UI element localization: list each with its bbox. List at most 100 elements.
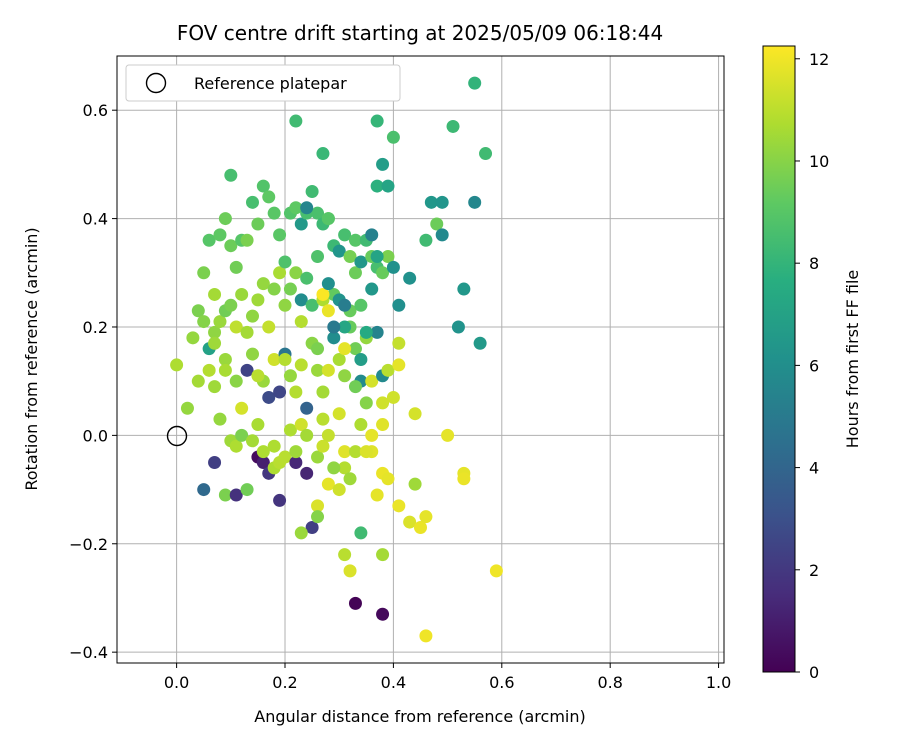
data-point (354, 298, 368, 312)
data-point (386, 260, 400, 274)
data-point (218, 353, 232, 366)
data-point (365, 428, 379, 442)
data-point (311, 363, 325, 377)
data-point (273, 385, 287, 399)
data-point (348, 380, 362, 394)
data-point (208, 325, 222, 339)
data-point (240, 483, 254, 497)
data-point (311, 206, 325, 220)
data-point (224, 239, 238, 253)
data-point (273, 266, 287, 280)
data-point (343, 472, 357, 486)
data-point (283, 282, 297, 296)
data-point (180, 401, 194, 415)
data-point (408, 477, 422, 491)
data-point (348, 266, 362, 280)
x-tick-label: 0.2 (272, 673, 297, 692)
data-point (457, 282, 471, 296)
colorbar-tick-label: 2 (809, 561, 819, 580)
data-point (376, 607, 390, 621)
x-tick-label: 1.0 (706, 673, 731, 692)
data-point (365, 374, 379, 388)
grid-lines (117, 56, 724, 663)
data-point (218, 488, 232, 502)
data-point (202, 233, 216, 247)
data-point (479, 147, 493, 161)
colorbar-tick-label: 8 (809, 254, 819, 273)
colorbar-tick-label: 6 (809, 356, 819, 375)
data-point (338, 445, 352, 459)
data-point (338, 320, 352, 334)
data-point (294, 293, 308, 307)
data-point (338, 298, 352, 312)
data-point (381, 472, 395, 486)
data-point (446, 119, 460, 133)
data-point (213, 412, 227, 426)
data-point (381, 179, 395, 193)
data-point (457, 472, 471, 486)
data-point (348, 596, 362, 610)
data-point (311, 250, 325, 264)
data-point (354, 353, 368, 366)
data-point (435, 228, 449, 242)
data-point (311, 342, 325, 356)
data-point (392, 358, 406, 372)
data-point (386, 130, 400, 144)
data-point (376, 157, 390, 171)
reference-point (166, 425, 188, 447)
data-point (451, 320, 465, 334)
data-point (376, 266, 390, 280)
x-axis-ticks: 0.0 0.2 0.4 0.6 0.8 1.0 (164, 663, 731, 692)
data-point (289, 385, 303, 399)
colorbar-tick-label: 12 (809, 50, 829, 69)
colorbar-tick-label: 4 (809, 459, 819, 478)
data-point (186, 331, 200, 345)
data-point (294, 358, 308, 372)
data-point (359, 396, 373, 410)
y-tick-label: −0.2 (69, 535, 108, 554)
y-tick-label: 0.2 (83, 318, 108, 337)
data-point (267, 353, 281, 366)
legend-box (125, 64, 401, 102)
data-point (316, 385, 330, 399)
data-point (289, 455, 303, 469)
y-tick-label: −0.4 (69, 643, 108, 662)
plot-area (116, 55, 725, 664)
data-point (354, 418, 368, 432)
data-point (218, 363, 232, 377)
data-point (365, 282, 379, 296)
y-tick-label: 0.0 (83, 426, 108, 445)
data-point (370, 114, 384, 128)
legend: Reference platepar (125, 64, 401, 102)
data-point (289, 201, 303, 215)
data-point (256, 445, 270, 459)
data-point (213, 315, 227, 329)
data-point (359, 325, 373, 339)
data-point (300, 466, 314, 480)
colorbar-tick-label: 0 (809, 663, 819, 682)
data-point (338, 228, 352, 242)
data-point (191, 374, 205, 388)
x-axis-label: Angular distance from reference (arcmin) (254, 707, 585, 726)
data-point (218, 212, 232, 226)
colorbar-gradient (762, 45, 796, 673)
data-point (278, 298, 292, 312)
data-point (468, 76, 482, 90)
data-point (229, 260, 243, 274)
data-point (170, 358, 184, 372)
data-point (332, 483, 346, 497)
data-point (392, 499, 406, 513)
data-point (273, 228, 287, 242)
data-point (240, 233, 254, 247)
data-point (489, 564, 503, 578)
colorbar-ticks: 0 2 4 6 8 10 12 (795, 50, 829, 682)
data-point (240, 363, 254, 377)
data-point (267, 206, 281, 220)
data-point (245, 434, 259, 448)
x-tick-label: 0.0 (164, 673, 189, 692)
data-point (348, 445, 362, 459)
data-point (414, 521, 427, 535)
data-point (289, 114, 303, 128)
data-point (338, 342, 352, 356)
data-point (468, 195, 482, 209)
